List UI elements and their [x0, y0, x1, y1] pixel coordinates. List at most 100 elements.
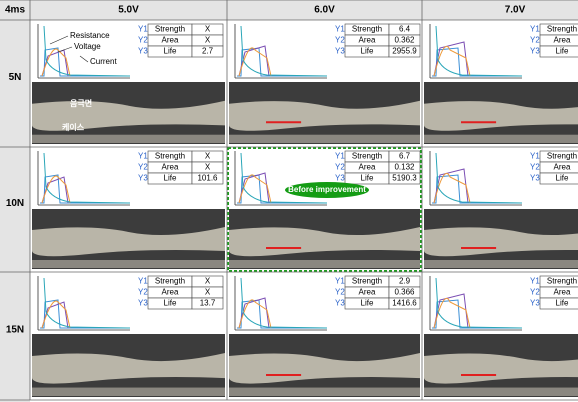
metric-name: Life — [164, 299, 177, 308]
metric-name: Life — [361, 47, 374, 56]
voltage-curve — [432, 175, 522, 203]
metric-name: Life — [164, 47, 177, 56]
metric-value: 0.362 — [394, 36, 415, 45]
metric-axis: Y3 — [530, 174, 540, 183]
metric-name: Life — [556, 299, 569, 308]
resistance-curve — [241, 26, 327, 76]
metric-name: Strength — [155, 277, 185, 286]
metric-name: Area — [554, 288, 571, 297]
cell: Y1StrengthY2AreaY3Life — [424, 151, 578, 269]
case-layer — [424, 260, 578, 268]
column-header: 5.0V — [118, 5, 139, 16]
photo-label: 케이스 — [62, 122, 85, 132]
metric-axis: Y1 — [530, 152, 540, 161]
page: 4ms 5.0V 6.0V 7.0V 5N Y1 Strength X Y2 Area X Y3 Li… — [0, 0, 578, 402]
metric-axis: Y3 — [138, 174, 148, 183]
row-header: 15N — [6, 325, 24, 336]
metric-name: Life — [556, 174, 569, 183]
metric-axis: Y2 — [138, 288, 148, 297]
voltage-curve — [237, 300, 327, 328]
metric-name: Area — [554, 163, 571, 172]
metric-axis: Y3 — [335, 299, 345, 308]
resistance-curve — [436, 26, 522, 76]
metric-value: X — [205, 288, 211, 297]
metric-name: Area — [359, 36, 376, 45]
metric-value: X — [205, 277, 211, 286]
metric-value: 1416.6 — [392, 299, 417, 308]
annotation-arrow — [58, 47, 72, 52]
metric-name: Life — [361, 299, 374, 308]
metric-axis: Y3 — [138, 299, 148, 308]
metric-name: Strength — [547, 25, 577, 34]
resistance-curve — [241, 278, 327, 328]
metric-axis: Y2 — [138, 163, 148, 172]
metric-value: 5190.3 — [392, 174, 417, 183]
metric-axis: Y2 — [335, 36, 345, 45]
metric-value: 2.7 — [202, 47, 214, 56]
row-header: 10N — [6, 198, 24, 209]
resistance-curve — [44, 278, 130, 328]
metric-axis: Y3 — [138, 47, 148, 56]
metric-axis: Y1 — [335, 277, 345, 286]
case-layer — [229, 135, 420, 143]
annotation-arrow — [80, 56, 88, 62]
voltage-curve — [237, 48, 327, 76]
metric-name: Area — [162, 36, 179, 45]
metric-name: Strength — [352, 152, 382, 161]
metric-value: X — [205, 152, 211, 161]
annotation-arrow — [50, 36, 68, 44]
metric-name: Life — [361, 174, 374, 183]
metric-name: Area — [359, 163, 376, 172]
metric-axis: Y3 — [335, 174, 345, 183]
metric-axis: Y1 — [530, 25, 540, 34]
corner-label: 4ms — [5, 5, 25, 16]
metric-value: 0.366 — [394, 288, 415, 297]
metric-axis: Y1 — [335, 152, 345, 161]
case-layer — [424, 135, 578, 143]
metric-name: Strength — [352, 25, 382, 34]
column-header: 6.0V — [314, 5, 335, 16]
metric-value: 2955.9 — [392, 47, 417, 56]
metric-axis: Y3 — [530, 299, 540, 308]
row-header: 5N — [9, 72, 22, 83]
metric-axis: Y1 — [138, 25, 148, 34]
metric-name: Area — [359, 288, 376, 297]
metric-axis: Y2 — [335, 288, 345, 297]
annotation: Resistance — [70, 31, 110, 40]
photo-label: 음극면 — [70, 98, 92, 108]
metric-axis: Y2 — [335, 163, 345, 172]
metric-axis: Y1 — [138, 152, 148, 161]
metric-axis: Y2 — [138, 36, 148, 45]
annotation: Voltage — [74, 42, 101, 51]
metric-value: 101.6 — [197, 174, 218, 183]
voltage-curve — [432, 300, 522, 328]
metric-name: Area — [162, 288, 179, 297]
case-layer — [229, 388, 420, 396]
metric-axis: Y2 — [530, 163, 540, 172]
case-layer — [32, 260, 225, 268]
case-layer — [32, 388, 225, 396]
badge-label: Before improvement — [288, 185, 366, 194]
metric-name: Life — [164, 174, 177, 183]
header-bg — [0, 0, 578, 20]
case-layer — [229, 260, 420, 268]
metric-axis: Y1 — [335, 25, 345, 34]
metric-name: Area — [162, 163, 179, 172]
column-header: 7.0V — [505, 5, 526, 16]
annotation: Current — [90, 57, 117, 66]
metric-name: Strength — [352, 277, 382, 286]
metric-axis: Y1 — [138, 277, 148, 286]
metric-name: Strength — [155, 152, 185, 161]
voltage-curve — [40, 300, 130, 328]
case-layer — [424, 388, 578, 396]
voltage-curve — [432, 48, 522, 76]
metric-value: 0.132 — [394, 163, 415, 172]
metric-value: X — [205, 36, 211, 45]
metric-axis: Y2 — [530, 288, 540, 297]
